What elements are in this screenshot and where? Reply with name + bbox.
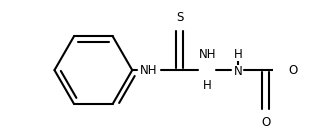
Text: NH: NH	[140, 64, 158, 77]
Text: S: S	[176, 11, 183, 24]
Text: N: N	[233, 65, 242, 78]
Text: H: H	[203, 79, 212, 92]
Text: O: O	[289, 64, 298, 77]
Text: O: O	[261, 116, 270, 129]
Text: H: H	[233, 48, 242, 61]
Text: NH: NH	[198, 48, 216, 61]
